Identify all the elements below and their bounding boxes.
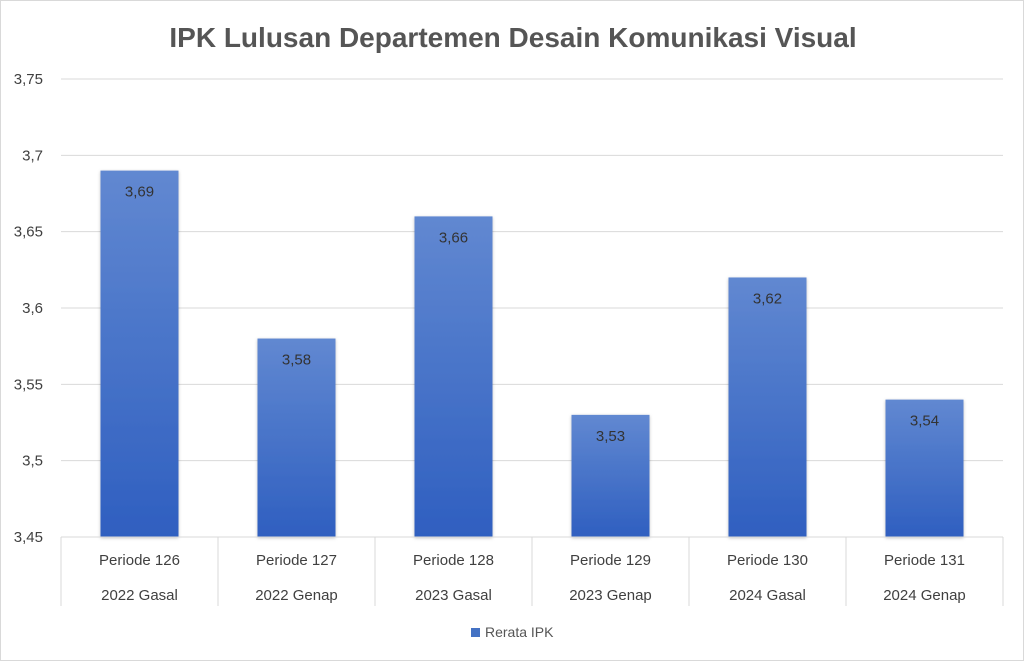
x-category-sublabel: 2023 Gasal (415, 587, 492, 604)
x-category-sublabel: 2022 Genap (255, 587, 338, 604)
chart-title: IPK Lulusan Departemen Desain Komunikasi… (169, 22, 856, 53)
data-label: 3,66 (439, 229, 468, 246)
data-label: 3,58 (282, 352, 311, 369)
y-axis-ticks: 3,45 3,5 3,55 3,6 3,65 3,7 3,75 (14, 71, 43, 546)
y-tick-label: 3,55 (14, 376, 43, 393)
y-tick-label: 3,65 (14, 224, 43, 241)
bar (414, 216, 493, 537)
y-tick-label: 3,75 (14, 71, 43, 88)
data-label: 3,53 (596, 428, 625, 445)
x-category-label: Periode 131 (884, 552, 965, 569)
y-tick-label: 3,45 (14, 529, 43, 546)
bars (100, 170, 964, 537)
y-tick-label: 3,7 (22, 147, 43, 164)
data-label: 3,62 (753, 290, 782, 307)
x-category-label: Periode 130 (727, 552, 808, 569)
bar (885, 399, 964, 537)
data-label: 3,54 (910, 413, 939, 430)
legend-label: Rerata IPK (485, 624, 554, 640)
gridlines (61, 78, 1003, 538)
bar (100, 170, 179, 537)
x-category-label: Periode 126 (99, 552, 180, 569)
x-category-sublabel: 2023 Genap (569, 587, 652, 604)
x-category-sublabel: 2024 Genap (883, 587, 966, 604)
x-category-label: Periode 129 (570, 552, 651, 569)
x-category-sublabel: 2022 Gasal (101, 587, 178, 604)
legend-swatch (471, 628, 480, 637)
data-labels: 3,69 3,58 3,66 3,53 3,62 3,54 (125, 184, 939, 445)
bar (728, 277, 807, 537)
data-label: 3,69 (125, 184, 154, 201)
x-category-label: Periode 128 (413, 552, 494, 569)
legend: Rerata IPK (471, 624, 554, 640)
x-category-sublabel: 2024 Gasal (729, 587, 806, 604)
x-axis: Periode 126 2022 Gasal Periode 127 2022 Gen… (60, 536, 1004, 606)
y-tick-label: 3,6 (22, 300, 43, 317)
x-category-label: Periode 127 (256, 552, 337, 569)
bar (571, 414, 650, 537)
y-tick-label: 3,5 (22, 453, 43, 470)
bar (257, 338, 336, 537)
